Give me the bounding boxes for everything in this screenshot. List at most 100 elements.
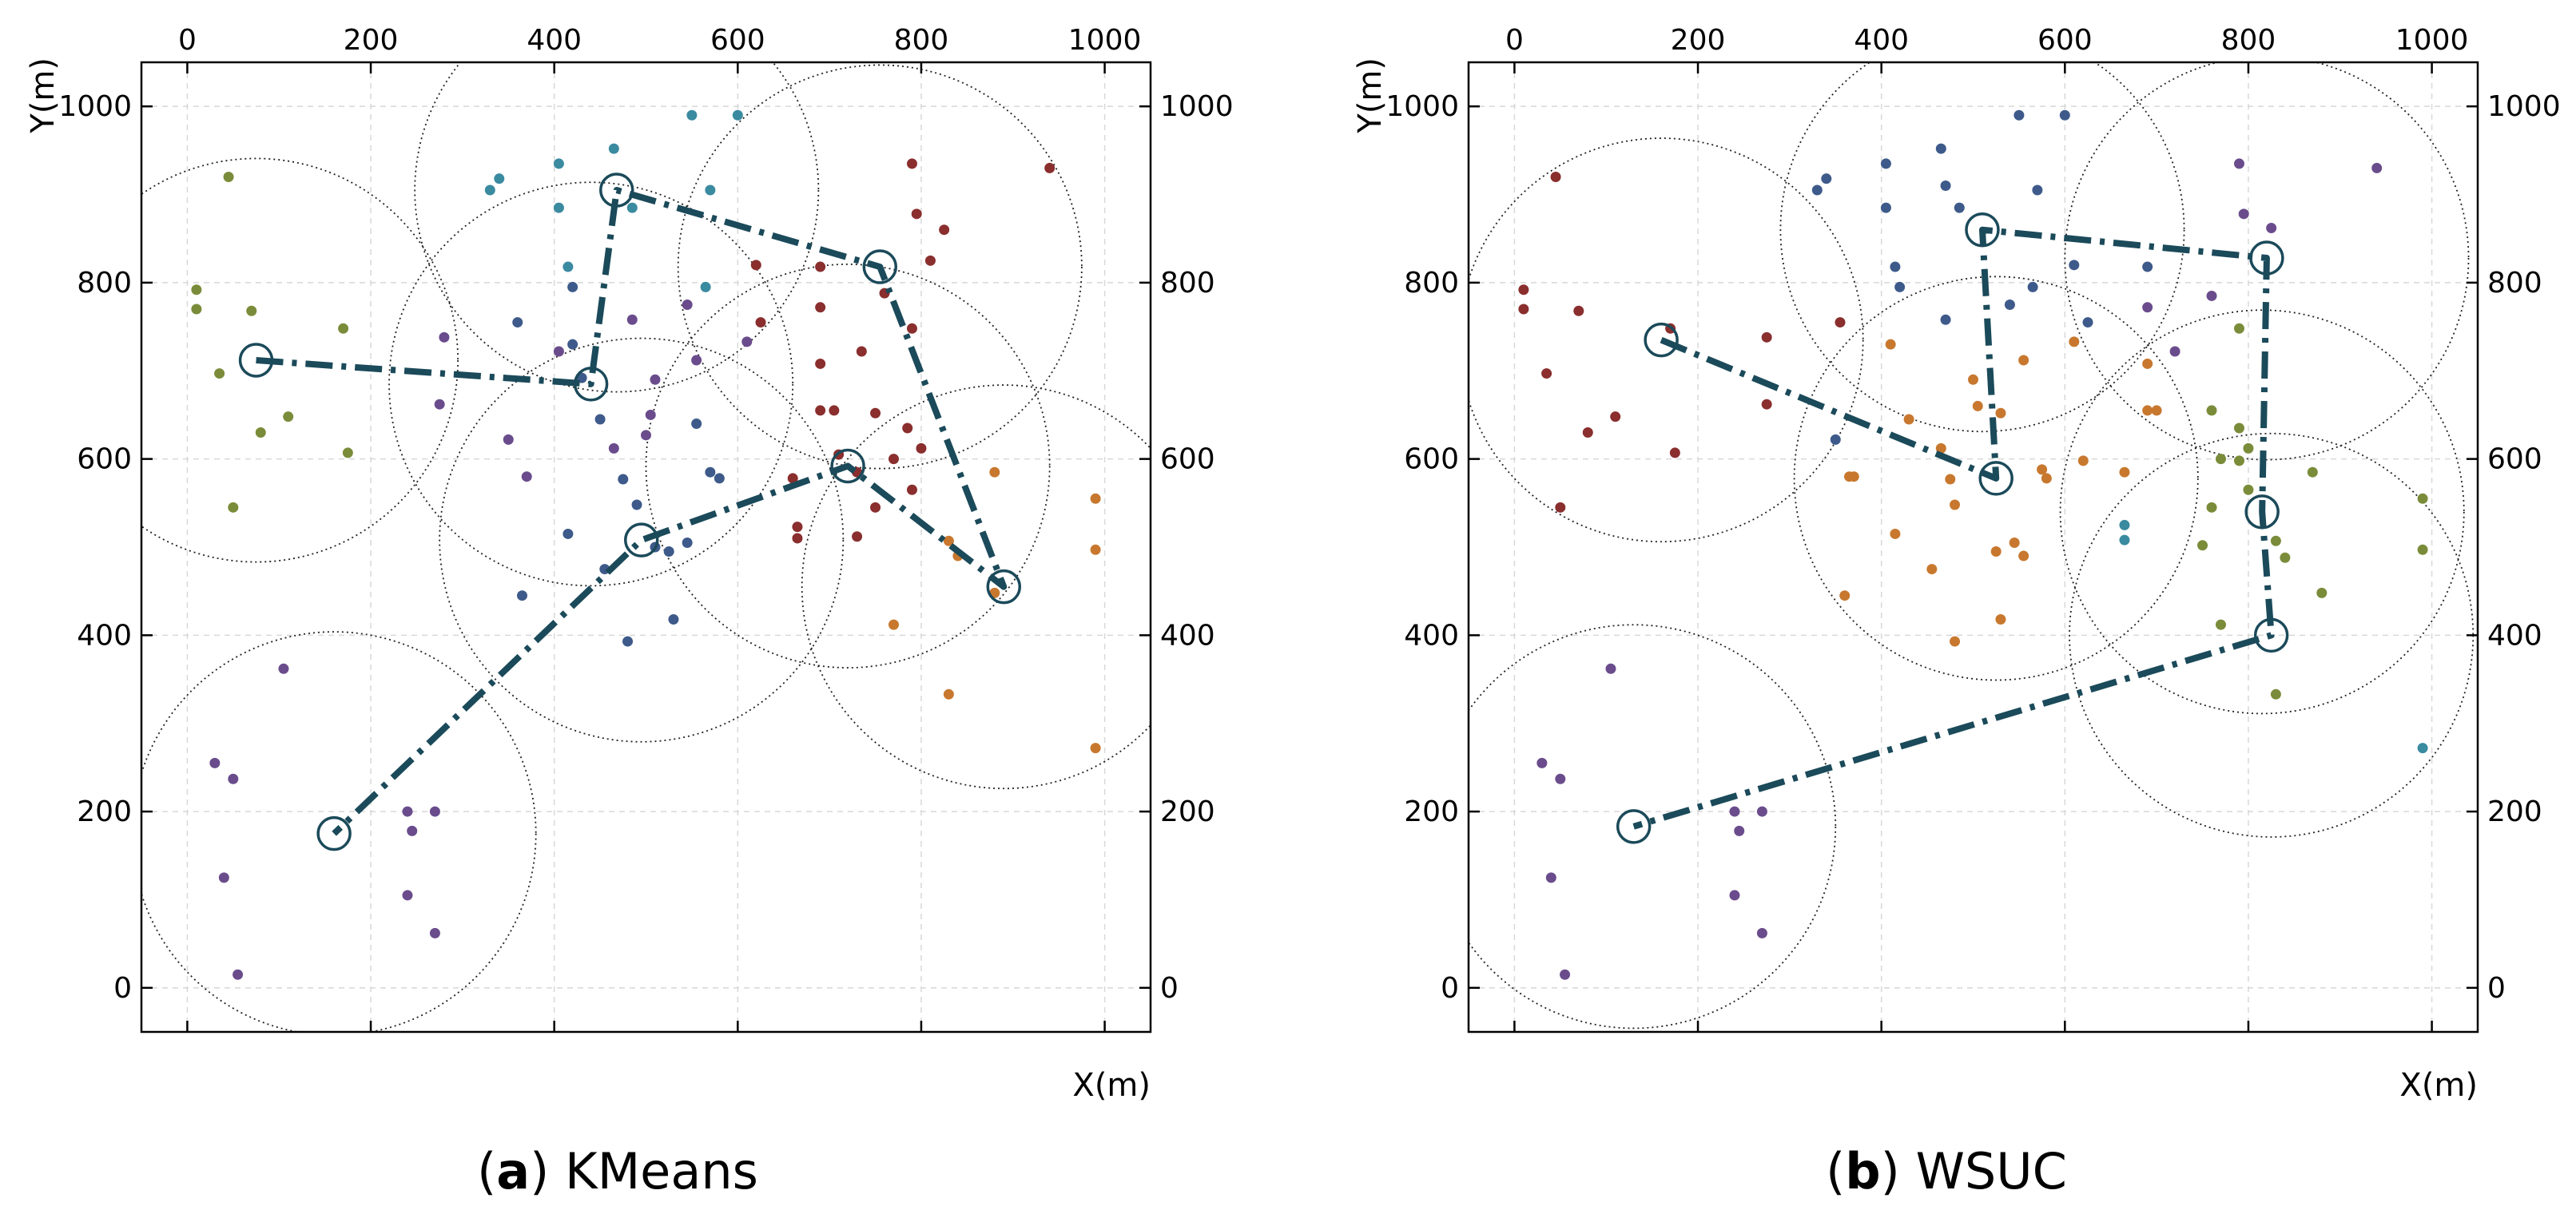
sensor-point <box>618 474 629 485</box>
sensor-point <box>2142 358 2153 369</box>
sensor-point <box>906 323 917 334</box>
sensor-point <box>1518 284 1529 296</box>
sensor-point <box>902 423 913 434</box>
sensor-point <box>1761 399 1772 410</box>
sensor-point <box>608 442 619 454</box>
sensor-point <box>429 927 440 938</box>
sensor-point <box>1954 202 1965 213</box>
coverage-circle <box>1793 276 2199 681</box>
y-tick-label-left: 1000 <box>58 90 132 123</box>
sensor-point <box>626 202 638 213</box>
y-tick-label-left: 200 <box>1404 795 1459 828</box>
y-tick-label-right: 1000 <box>1160 90 1234 123</box>
sensor-point <box>2216 454 2227 465</box>
sensor-point <box>2059 109 2070 121</box>
sensor-point <box>2041 473 2052 484</box>
sensor-point <box>214 368 225 379</box>
y-tick-label-left: 600 <box>77 443 132 476</box>
x-tick-label-top: 400 <box>527 24 582 57</box>
uav-path <box>1632 226 2275 830</box>
sensor-point <box>2233 323 2244 334</box>
sensor-point <box>2206 290 2217 301</box>
sensor-point <box>503 434 514 445</box>
y-tick-label-left: 400 <box>1404 619 1459 652</box>
sensor-point <box>608 143 619 154</box>
sensor-point <box>2233 423 2244 434</box>
sensor-point <box>402 806 413 817</box>
plot-frame <box>1467 61 2479 1034</box>
sensor-point <box>484 184 495 196</box>
sensor-point <box>218 872 229 883</box>
sensor-point <box>2037 464 2048 475</box>
sensor-point <box>1821 173 1832 184</box>
y-tick-label-left: 1000 <box>1385 90 1459 123</box>
sensor-point <box>1605 663 1616 674</box>
sensor-point <box>439 331 450 343</box>
sensor-point <box>1090 493 1101 504</box>
sensor-point <box>255 427 266 438</box>
sensor-point <box>2206 405 2217 416</box>
sensor-point <box>1573 305 1584 316</box>
sensor-point <box>943 535 954 546</box>
y-tick-label-left: 0 <box>113 972 132 1005</box>
sensor-point <box>663 546 674 557</box>
x-tick-label-top: 0 <box>178 24 197 57</box>
sensor-point <box>494 173 505 184</box>
cluster-center-marker <box>1616 809 1652 844</box>
sensor-point <box>434 399 445 410</box>
sensor-point <box>2216 619 2227 630</box>
cluster-center-marker <box>830 448 865 484</box>
sensor-point <box>2243 484 2254 495</box>
panel-kmeans: 0 0 0 200 200 200 400 400 400 600 600 600 800 800 800 1… <box>25 24 1234 1104</box>
sensor-point <box>2119 466 2130 478</box>
sensor-point <box>2082 317 2093 328</box>
sensor-point <box>650 374 661 385</box>
x-tick-label-top: 0 <box>1505 24 1524 57</box>
sensor-point <box>1555 773 1566 784</box>
sensor-point <box>1950 499 1961 510</box>
sensor-point <box>1090 743 1101 754</box>
y-tick-label-left: 0 <box>1441 972 1459 1005</box>
sensor-point <box>2069 260 2080 271</box>
coverage-circle <box>414 62 820 393</box>
sensor-point <box>2316 587 2328 598</box>
x-tick-label-top: 400 <box>1854 24 1909 57</box>
sensor-point <box>1890 528 1901 539</box>
cluster-center-marker <box>986 569 1022 605</box>
coverage-circle <box>801 384 1151 790</box>
cluster-center-marker <box>599 173 634 208</box>
sensor-point <box>631 499 642 510</box>
sensor-point <box>1545 872 1556 883</box>
sensor-point <box>1734 825 1745 836</box>
sensor-point <box>278 663 289 674</box>
sensor-point <box>1811 184 1823 196</box>
caption-wsuc-text: WSUC <box>1900 1142 2067 1200</box>
sensor-point <box>512 317 523 328</box>
sensor-point <box>338 323 349 334</box>
sensor-point <box>1835 317 1846 328</box>
sensor-point <box>567 339 578 350</box>
sensor-point <box>2243 442 2254 454</box>
sensor-point <box>1090 544 1101 555</box>
sensor-point <box>429 806 440 817</box>
coverage-circle <box>1469 137 1864 543</box>
sensor-point <box>2169 346 2180 357</box>
sensor-point <box>2032 184 2043 196</box>
sensor-point <box>2270 688 2281 700</box>
sensor-point <box>2009 537 2020 548</box>
sensor-point <box>755 317 766 328</box>
sensor-point <box>852 531 863 542</box>
y-tick-label-right: 600 <box>2487 443 2542 476</box>
sensor-point <box>233 969 244 980</box>
sensor-point <box>1729 890 1740 901</box>
sensor-point <box>228 773 239 784</box>
coverage-circle <box>2064 62 2470 461</box>
uav-path <box>256 187 1008 836</box>
panel-wsuc: 0 0 0 200 200 200 400 400 400 600 600 600 800 800 800 1… <box>1352 24 2561 1104</box>
sensor-point <box>2142 302 2153 313</box>
sensor-point <box>1950 636 1961 647</box>
y-tick-label-right: 400 <box>1160 619 1215 652</box>
sensor-point <box>2266 222 2277 233</box>
sensor-point <box>741 336 753 347</box>
x-axis-label: X(m) <box>1072 1067 1151 1104</box>
